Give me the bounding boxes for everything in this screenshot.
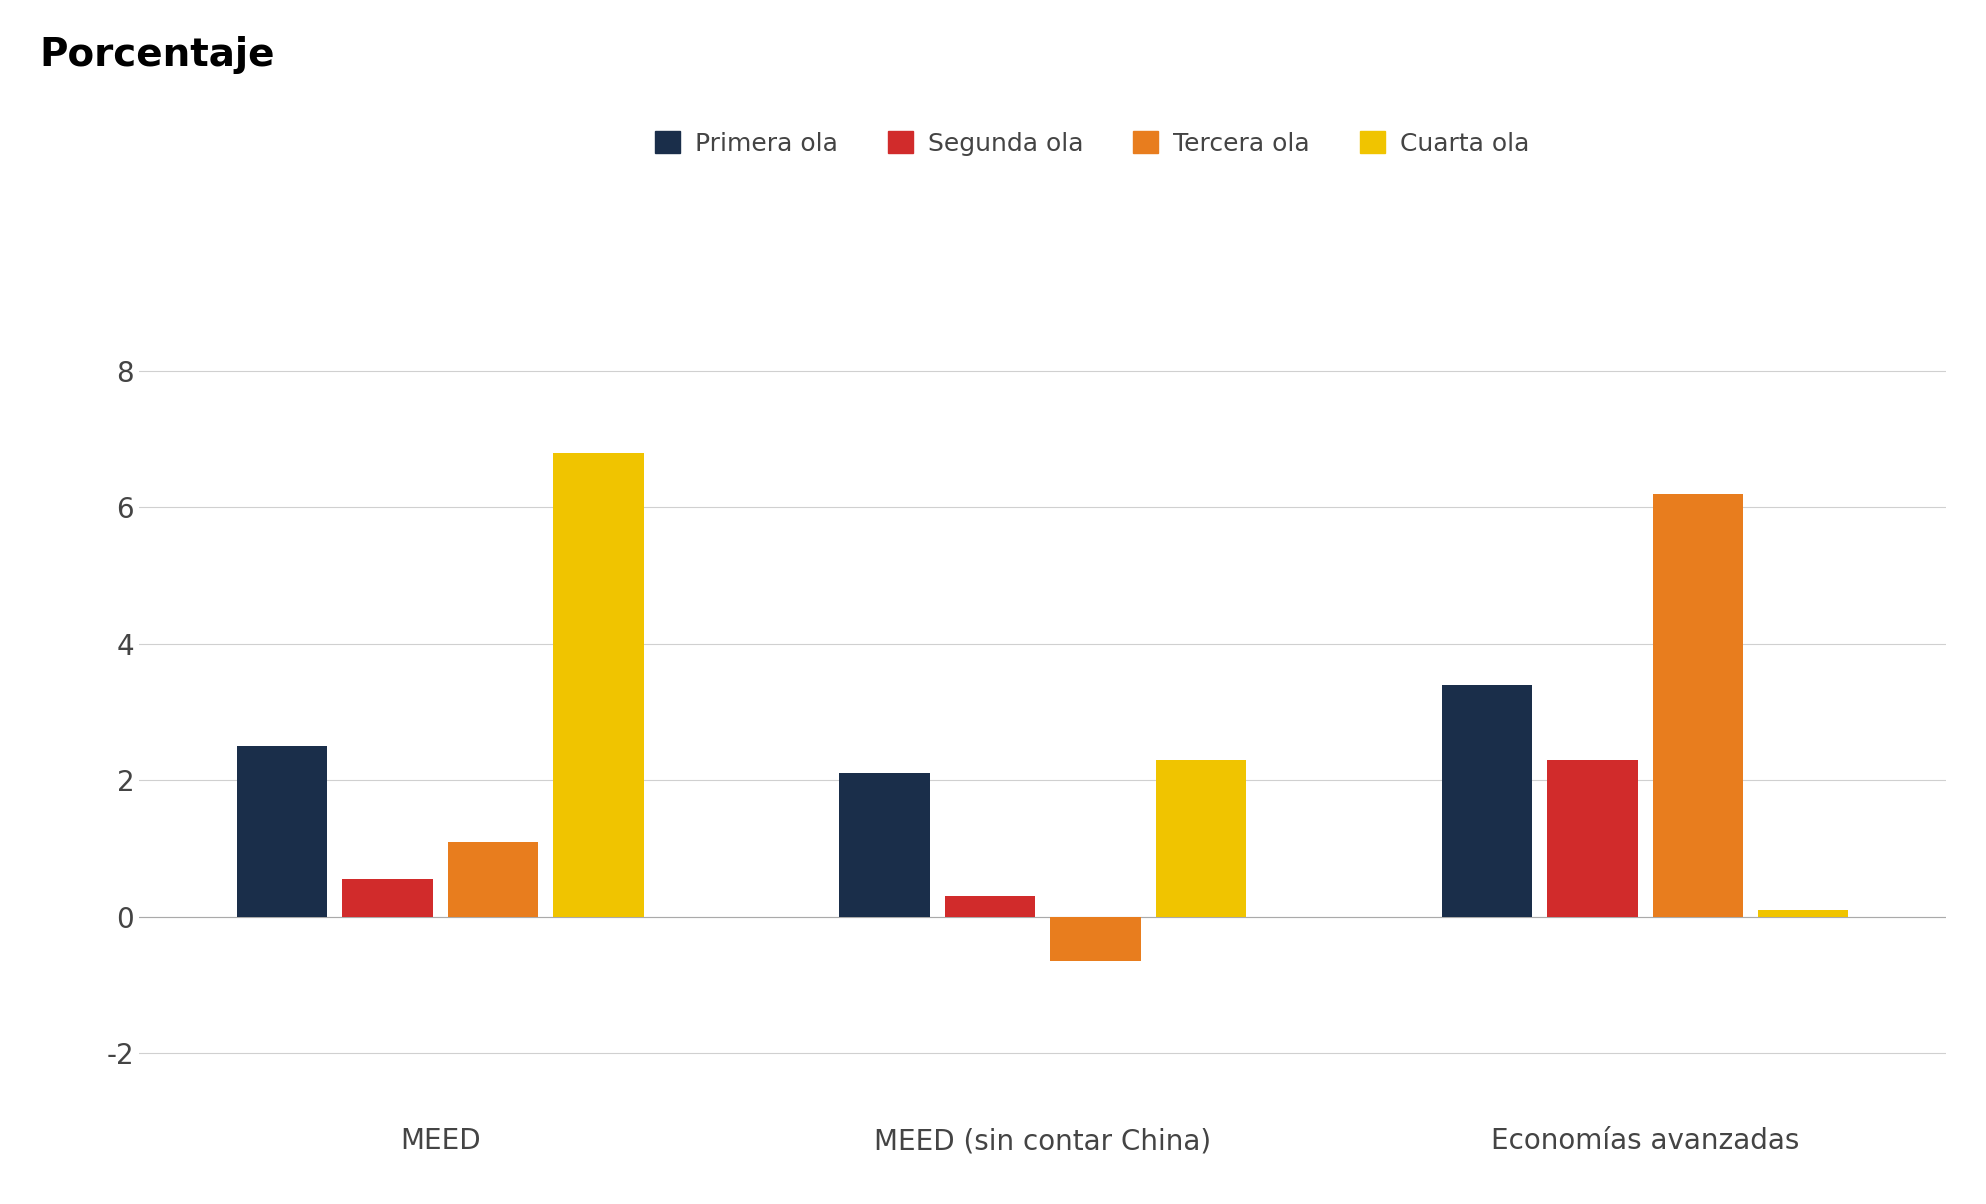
Bar: [1758, 910, 1849, 916]
Bar: [447, 842, 538, 916]
Bar: [945, 896, 1035, 916]
Bar: [840, 773, 929, 916]
Bar: [1442, 685, 1531, 916]
Bar: [236, 746, 328, 916]
Bar: [1547, 760, 1638, 916]
Text: Porcentaje: Porcentaje: [40, 36, 276, 75]
Bar: [1652, 494, 1744, 916]
Bar: [342, 879, 433, 916]
Bar: [554, 453, 643, 916]
Bar: [1051, 916, 1140, 961]
Bar: [1156, 760, 1245, 916]
Legend: Primera ola, Segunda ola, Tercera ola, Cuarta ola: Primera ola, Segunda ola, Tercera ola, C…: [645, 120, 1539, 166]
